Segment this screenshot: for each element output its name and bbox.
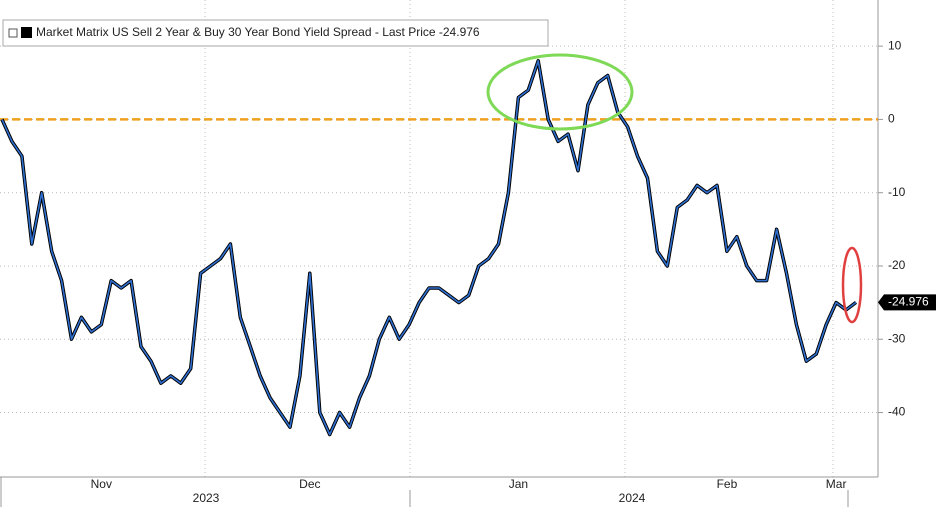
x-tick-label: Nov — [91, 477, 112, 491]
plot-area — [0, 0, 878, 477]
y-tick-label: 10 — [888, 38, 902, 52]
year-label: 2024 — [619, 491, 646, 505]
x-tick-label: Jan — [509, 477, 528, 491]
marks — [0, 45, 878, 437]
y-tick-label: -10 — [888, 185, 906, 199]
year-label: 2023 — [193, 491, 220, 505]
last-price-box — [878, 294, 936, 311]
legend — [2, 19, 549, 47]
x-tick-label: Mar — [826, 477, 847, 491]
x-tick-label: Feb — [717, 477, 738, 491]
legend-swatch — [21, 27, 32, 38]
y-tick-label: -40 — [888, 405, 906, 419]
y-tick-label: -20 — [888, 258, 906, 272]
legend-toggle — [8, 28, 18, 38]
y-tick-label: -30 — [888, 331, 906, 345]
highlight-ellipse — [486, 53, 634, 131]
legend-entry: Market Matrix US Sell 2 Year & Buy 30 Ye… — [36, 25, 480, 39]
highlight-ellipse — [841, 246, 863, 324]
line — [1, 60, 857, 436]
last-price-label: -24.976 — [888, 295, 929, 309]
x-tick-label: Dec — [299, 477, 320, 491]
y-tick-label: 0 — [888, 112, 895, 126]
